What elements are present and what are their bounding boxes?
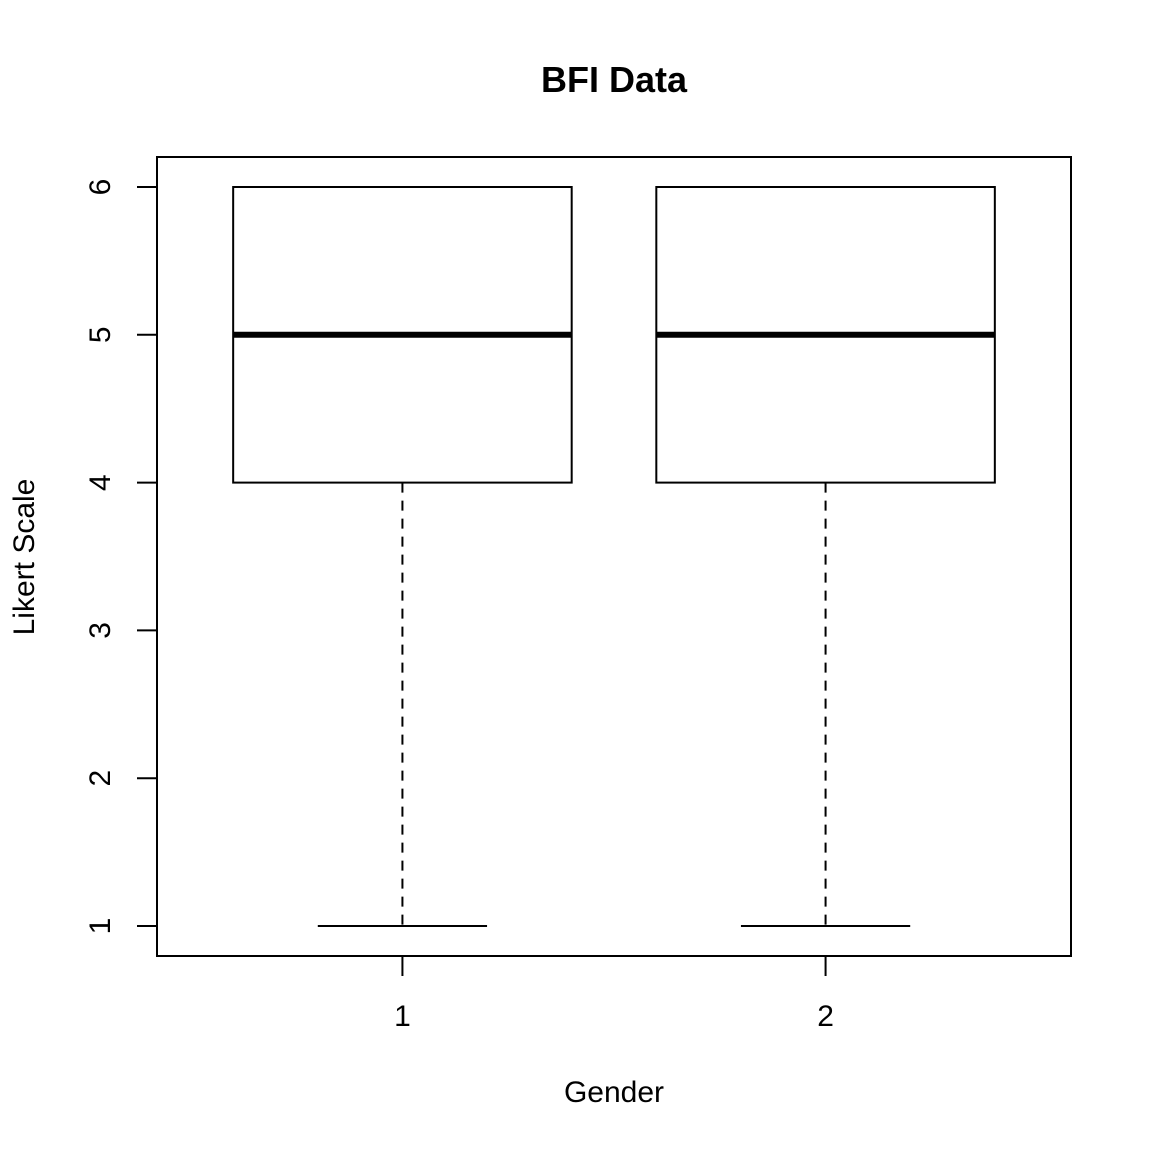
x-axis-label: Gender bbox=[564, 1076, 664, 1109]
y-tick-label: 4 bbox=[84, 474, 117, 491]
y-tick-label: 3 bbox=[84, 622, 117, 639]
chart-title: BFI Data bbox=[541, 59, 688, 100]
y-tick-label: 6 bbox=[84, 179, 117, 196]
y-tick-label: 5 bbox=[84, 326, 117, 343]
y-tick-label: 1 bbox=[84, 918, 117, 935]
box-group-1 bbox=[232, 186, 573, 927]
y-axis-label: Likert Scale bbox=[8, 479, 41, 636]
box-group-2 bbox=[655, 186, 996, 927]
y-axis: 1 2 3 4 5 6 bbox=[84, 179, 158, 935]
x-tick-label: 2 bbox=[817, 1000, 834, 1033]
x-tick-label: 1 bbox=[394, 1000, 411, 1033]
y-tick-label: 2 bbox=[84, 770, 117, 787]
boxes-layer bbox=[232, 186, 996, 927]
